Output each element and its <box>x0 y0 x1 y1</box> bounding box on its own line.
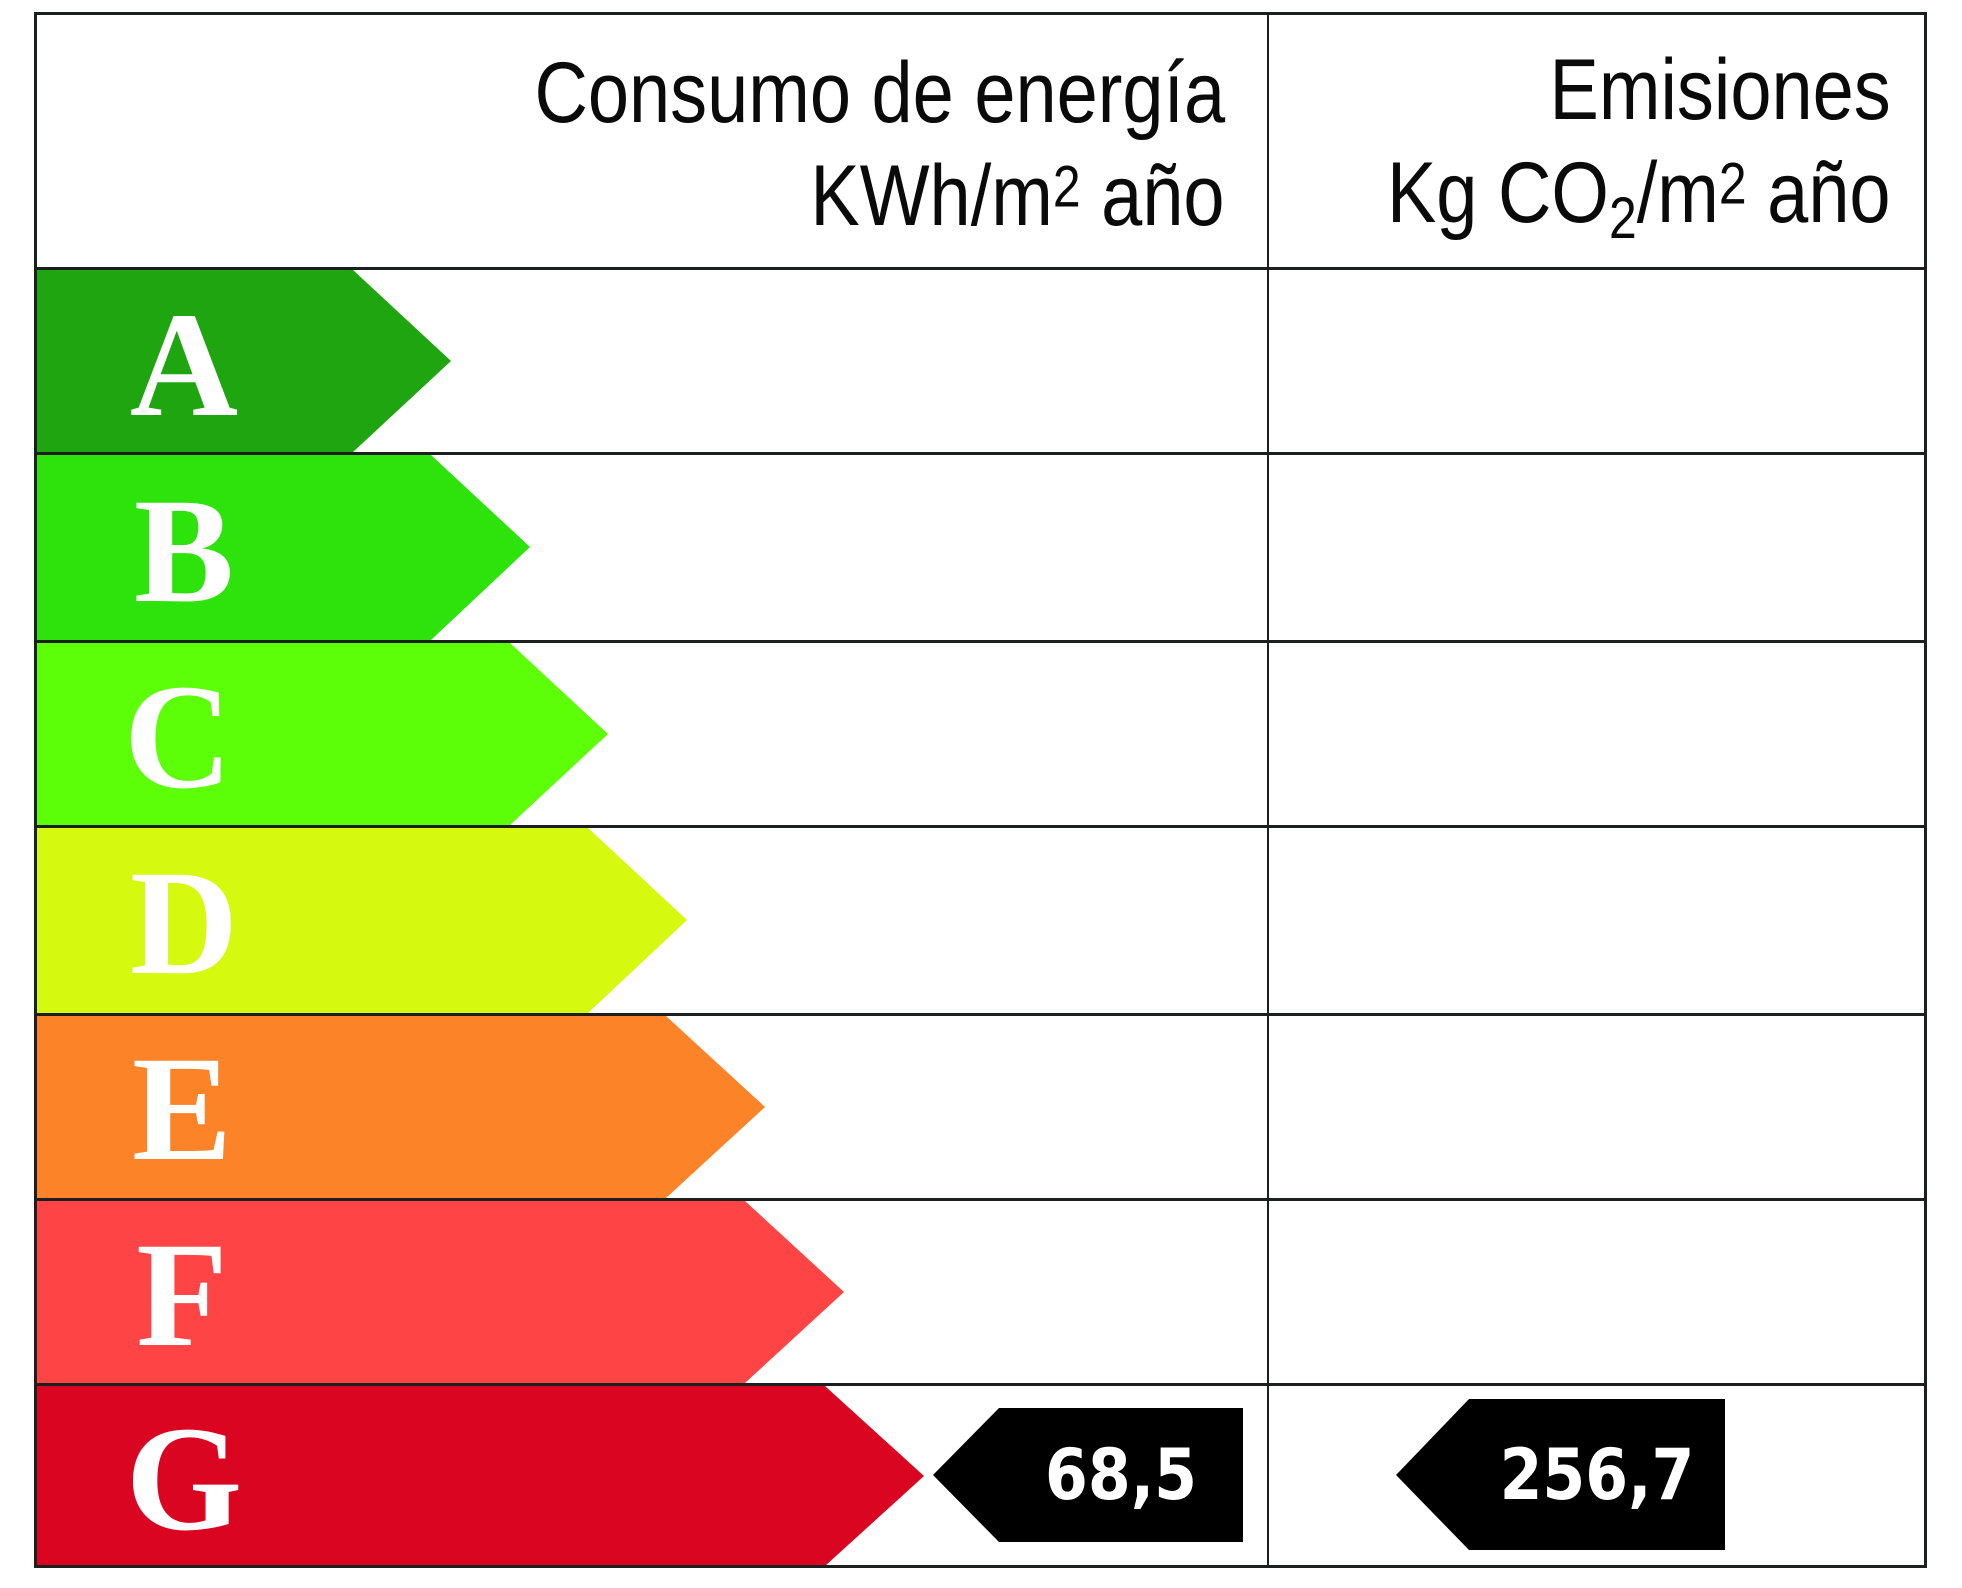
row-divider <box>35 452 1926 455</box>
energy-value: 68,5 <box>1045 1434 1197 1516</box>
table-border-bottom <box>35 1565 1926 1568</box>
rating-letter-a: A <box>129 282 239 448</box>
table-border-right <box>1924 12 1927 1568</box>
row-divider <box>35 1013 1926 1016</box>
energy-header-unit: KWh/m2 año <box>810 148 1225 244</box>
rating-letter-c: C <box>123 654 233 820</box>
rating-arrow-e <box>36 1016 765 1198</box>
rating-letter-b: B <box>133 468 235 634</box>
rating-arrow-c <box>36 643 608 825</box>
row-divider <box>35 1198 1926 1201</box>
header-divider <box>35 267 1926 270</box>
energy-header-title: Consumo de energía <box>534 45 1225 141</box>
column-divider <box>1267 12 1269 1568</box>
emissions-header-title: Emisiones <box>1549 42 1891 138</box>
rating-arrow-b <box>36 455 530 640</box>
row-divider <box>35 825 1926 828</box>
rating-arrow-f <box>36 1201 844 1383</box>
rating-letter-e: E <box>131 1026 233 1192</box>
energy-value-pointer <box>933 1408 1243 1542</box>
row-divider <box>35 1383 1926 1386</box>
table-border-left <box>34 12 37 1568</box>
rating-letter-d: D <box>129 840 239 1006</box>
rating-letter-g: G <box>125 1396 243 1562</box>
rating-arrow-g <box>36 1386 924 1566</box>
rating-arrow-a <box>36 270 451 452</box>
rating-letter-f: F <box>136 1212 228 1378</box>
row-divider <box>35 640 1926 643</box>
emissions-value-pointer <box>1396 1399 1725 1550</box>
emissions-header-unit: Kg CO2/m2 año <box>1387 145 1891 252</box>
table-border-top <box>35 12 1926 15</box>
rating-arrow-d <box>36 828 687 1013</box>
emissions-value: 256,7 <box>1499 1434 1695 1516</box>
